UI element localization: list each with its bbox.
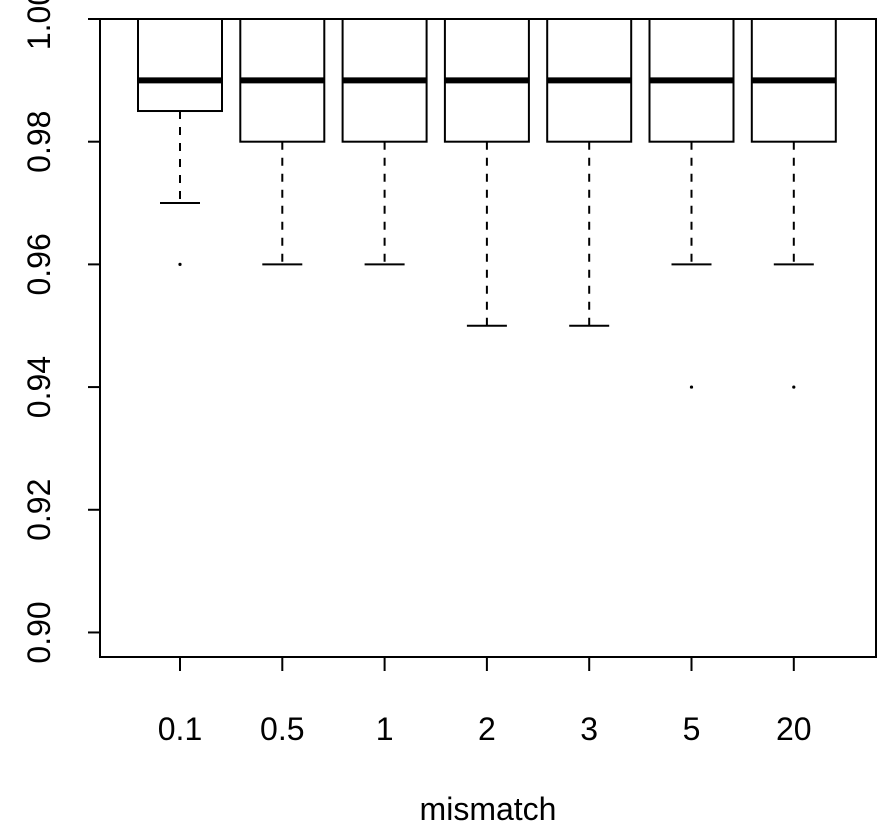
x-axis-title: mismatch	[420, 791, 557, 827]
outlier-point	[689, 385, 694, 389]
x-tick-label: 5	[683, 711, 701, 747]
outlier-point	[178, 262, 182, 266]
x-tick-label: 0.1	[158, 711, 202, 747]
x-tick-label: 2	[478, 711, 496, 747]
x-tick-label: 1	[376, 711, 394, 747]
y-tick-label: 1.00	[21, 0, 57, 50]
y-tick-label: 0.96	[21, 233, 57, 295]
x-tick-label: 0.5	[260, 711, 304, 747]
y-tick-label: 0.94	[21, 356, 57, 418]
box	[137, 18, 223, 113]
y-tick-label: 0.98	[21, 111, 57, 173]
x-tick-label: 3	[580, 711, 598, 747]
x-tick-label: 20	[776, 711, 812, 747]
y-tick-label: 0.90	[21, 601, 57, 663]
y-tick-label: 0.92	[21, 479, 57, 541]
plot-layer: 0.90 0.92 0.94 0.96 0.98 1.00 0.1 0.5 1 2 3 5 20	[21, 0, 877, 747]
outlier-point	[792, 385, 796, 389]
